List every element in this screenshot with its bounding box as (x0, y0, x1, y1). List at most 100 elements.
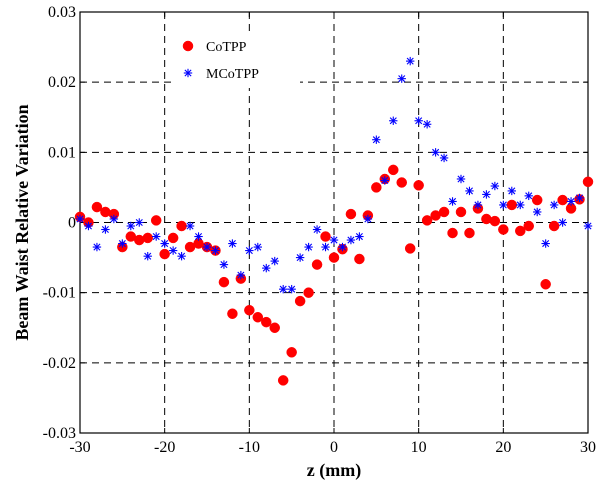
data-point-mcotpp (185, 221, 195, 231)
data-point-mcotpp (499, 200, 508, 210)
data-point-cotpp (388, 164, 399, 176)
data-point-mcotpp (279, 284, 288, 294)
data-point-cotpp (354, 253, 365, 265)
data-point-cotpp (345, 208, 357, 220)
data-point-mcotpp (295, 253, 305, 262)
legend-marker-cotpp (182, 40, 194, 52)
x-tick-label: 30 (580, 439, 596, 456)
data-point-mcotpp (346, 235, 356, 245)
data-point-cotpp (294, 295, 306, 307)
data-point-mcotpp (583, 221, 593, 231)
data-point-mcotpp (439, 153, 449, 163)
data-point-cotpp (167, 232, 179, 244)
data-point-mcotpp (482, 190, 491, 199)
data-point-cotpp (498, 224, 509, 235)
data-point-mcotpp (507, 186, 516, 196)
data-point-mcotpp (533, 207, 542, 217)
data-point-cotpp (421, 215, 433, 226)
data-point-mcotpp (355, 232, 364, 241)
data-point-mcotpp (321, 242, 330, 252)
data-point-mcotpp (465, 186, 474, 196)
data-point-cotpp (396, 177, 407, 188)
y-tick-label: -0.03 (43, 425, 76, 442)
data-point-mcotpp (304, 242, 313, 252)
data-point-mcotpp (456, 174, 466, 184)
data-point-cotpp (91, 201, 103, 213)
series-cotpp (74, 164, 594, 386)
data-point-cotpp (286, 347, 297, 358)
data-point-mcotpp (245, 246, 254, 255)
data-point-mcotpp (287, 284, 296, 294)
data-point-mcotpp (549, 200, 559, 210)
data-point-mcotpp (135, 218, 144, 227)
data-point-mcotpp (160, 239, 169, 248)
data-point-mcotpp (152, 232, 161, 241)
y-tick-label: 0.03 (48, 4, 76, 21)
data-point-cotpp (523, 220, 534, 232)
data-point-mcotpp (380, 176, 389, 185)
x-tick-label: -10 (239, 439, 260, 456)
data-point-mcotpp (143, 251, 152, 261)
data-point-mcotpp (253, 242, 262, 252)
data-point-cotpp (320, 231, 331, 242)
data-point-mcotpp (84, 221, 93, 231)
x-axis-title: z (mm) (307, 460, 361, 481)
data-point-cotpp (227, 308, 238, 319)
data-point-cotpp (455, 206, 467, 218)
data-point-cotpp (261, 316, 272, 328)
data-point-mcotpp (211, 246, 220, 255)
data-point-mcotpp (389, 116, 398, 125)
data-points (74, 56, 594, 386)
legend-marker-mcotpp (183, 68, 193, 78)
series-mcotpp (75, 56, 593, 294)
data-point-mcotpp (168, 246, 178, 255)
data-point-mcotpp (109, 214, 119, 224)
data-point-cotpp (557, 194, 568, 206)
y-axis-title: Beam Waist Relative Variation (12, 104, 32, 340)
data-point-mcotpp (202, 242, 212, 252)
data-point-mcotpp (558, 218, 567, 227)
data-point-mcotpp (372, 135, 381, 144)
data-point-cotpp (540, 278, 551, 290)
data-point-mcotpp (566, 197, 576, 206)
grid-lines (80, 12, 588, 433)
legend-label-mcotpp: MCoTPP (206, 67, 259, 82)
data-point-mcotpp (92, 242, 102, 252)
x-tick-label: 0 (330, 439, 338, 456)
data-point-mcotpp (228, 239, 237, 248)
y-tick-label: -0.01 (43, 285, 76, 302)
data-point-mcotpp (75, 214, 85, 224)
data-point-mcotpp (236, 270, 246, 280)
data-point-mcotpp (219, 260, 229, 269)
y-tick-label: 0.02 (48, 74, 76, 91)
data-point-cotpp (176, 220, 187, 232)
legend: CoTPP MCoTPP (182, 40, 259, 82)
x-tick-label: 10 (411, 439, 427, 456)
data-point-cotpp (582, 176, 594, 188)
data-point-cotpp (464, 227, 475, 239)
data-point-cotpp (277, 375, 289, 386)
data-point-cotpp (328, 252, 340, 263)
data-point-mcotpp (270, 256, 279, 266)
data-point-mcotpp (448, 197, 457, 206)
data-point-mcotpp (473, 200, 483, 210)
data-point-cotpp (303, 287, 314, 298)
data-point-cotpp (438, 206, 450, 218)
data-point-cotpp (269, 322, 280, 333)
data-point-mcotpp (397, 74, 406, 83)
data-point-cotpp (447, 227, 458, 239)
y-tick-label: 0 (68, 215, 76, 232)
data-point-mcotpp (329, 235, 339, 245)
data-point-cotpp (311, 259, 323, 270)
data-point-cotpp (159, 248, 170, 260)
data-point-mcotpp (194, 232, 203, 241)
data-point-mcotpp (338, 242, 347, 252)
y-tick-label: -0.02 (43, 355, 76, 372)
data-point-mcotpp (516, 200, 525, 210)
data-point-mcotpp (312, 225, 322, 234)
data-point-cotpp (371, 182, 382, 193)
legend-box (172, 32, 300, 88)
data-point-mcotpp (406, 56, 415, 66)
data-point-mcotpp (126, 221, 135, 231)
